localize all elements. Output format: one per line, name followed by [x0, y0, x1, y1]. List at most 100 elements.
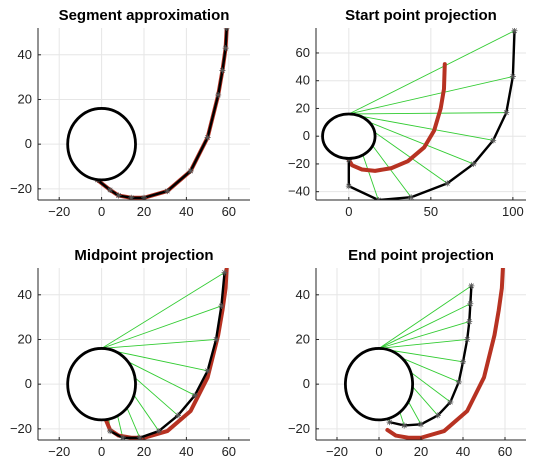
node-marker: [434, 412, 441, 419]
x-tick-label: 20: [414, 444, 428, 459]
reference-curve: [385, 268, 505, 440]
y-tick-label: 0: [303, 376, 310, 391]
x-tick-label: 40: [179, 204, 193, 219]
y-tick-label: 20: [18, 91, 32, 106]
node-marker: [460, 358, 466, 365]
y-tick-label: 40: [18, 47, 32, 62]
node-marker: [155, 428, 162, 435]
approximation-line: [109, 272, 226, 439]
node-marker: [408, 194, 415, 200]
y-tick-label: −20: [288, 156, 310, 171]
y-tick-label: 0: [303, 128, 310, 143]
node-marker: [468, 282, 475, 289]
x-tick-label: −20: [48, 204, 70, 219]
projection-ray: [348, 112, 507, 115]
projection-ray: [378, 321, 470, 349]
projection-ray: [101, 339, 217, 349]
x-tick-label: 100: [502, 204, 524, 219]
node-marker: [215, 92, 222, 99]
plot-area: [66, 268, 229, 440]
node-marker: [128, 194, 135, 200]
x-tick-label: 0: [345, 204, 352, 219]
x-tick-label: 60: [222, 204, 236, 219]
chart-title: Segment approximation: [59, 7, 230, 24]
projection-ray: [378, 339, 468, 349]
y-tick-label: −40: [288, 184, 310, 199]
node-marker: [223, 28, 230, 31]
circle-obstacle: [66, 107, 137, 182]
x-tick-label: 0: [98, 444, 105, 459]
chart-title: End point projection: [348, 247, 494, 264]
node-marker: [107, 428, 114, 435]
node-marker: [511, 28, 518, 34]
node-marker: [455, 378, 462, 385]
node-marker: [444, 180, 451, 187]
plot-area: [343, 268, 505, 440]
node-marker: [191, 392, 198, 399]
x-tick-label: 20: [137, 204, 151, 219]
y-tick-label: 0: [25, 376, 32, 391]
node-marker: [470, 160, 477, 167]
node-marker: [136, 434, 143, 440]
node-marker: [115, 192, 122, 199]
projection-ray: [348, 30, 515, 115]
node-marker: [219, 67, 226, 74]
reference-curve: [346, 62, 447, 173]
node-marker: [466, 318, 473, 325]
node-marker: [107, 186, 114, 193]
x-tick-label: 60: [498, 444, 512, 459]
projection-ray: [348, 113, 494, 141]
x-tick-label: −20: [326, 444, 348, 459]
projection-ray: [348, 76, 513, 115]
node-marker: [447, 399, 454, 406]
chart-panel: Midpoint projection −20 0 20 40 60 −20 0 20 40: [10, 247, 250, 459]
circle-obstacle: [66, 347, 137, 422]
y-tick-label: 40: [296, 73, 310, 88]
node-marker: [345, 183, 352, 190]
y-tick-label: 20: [296, 331, 310, 346]
chart-panel: End point projection −20 0 20 40 60 −20 0 20 40: [288, 247, 526, 459]
x-tick-label: 60: [222, 444, 236, 459]
node-marker: [221, 269, 228, 276]
chart-panel: Start point projection 0 50 100 −40 −20 0 20 40 6…: [288, 7, 526, 219]
y-tick-label: 40: [18, 287, 32, 302]
y-tick-label: 0: [25, 136, 32, 151]
plot-area: [66, 28, 230, 200]
node-marker: [119, 434, 126, 440]
y-tick-label: 40: [296, 287, 310, 302]
node-marker: [164, 188, 171, 195]
node-marker: [503, 109, 510, 116]
circle-obstacle: [321, 112, 377, 160]
node-marker: [418, 421, 424, 428]
node-marker: [187, 167, 194, 174]
node-marker: [401, 422, 408, 429]
projection-ray: [101, 305, 222, 349]
x-tick-label: 40: [179, 444, 193, 459]
node-marker: [386, 419, 393, 426]
x-tick-label: 40: [456, 444, 470, 459]
y-tick-label: −20: [10, 181, 32, 196]
plot-area: [321, 28, 518, 200]
node-marker: [213, 336, 220, 343]
projection-ray: [378, 285, 472, 349]
x-tick-label: 0: [375, 444, 382, 459]
x-tick-label: −20: [48, 444, 70, 459]
chart-panel: Segment approximation −20 0 20 40 60 −20 0 20 40: [10, 7, 250, 219]
y-tick-label: 60: [296, 45, 310, 60]
projection-ray: [101, 272, 225, 349]
node-marker: [204, 367, 211, 374]
node-marker: [218, 302, 225, 309]
y-tick-label: 20: [18, 331, 32, 346]
x-tick-label: 20: [137, 444, 151, 459]
node-marker: [464, 336, 471, 343]
y-tick-label: −20: [10, 421, 32, 436]
node-marker: [174, 412, 181, 419]
projection-ray: [378, 303, 471, 349]
circle-obstacle: [343, 347, 414, 422]
approximation-line: [347, 30, 516, 200]
chart-title: Midpoint projection: [74, 247, 213, 264]
x-tick-label: 0: [98, 204, 105, 219]
node-marker: [204, 134, 211, 141]
y-tick-label: 20: [296, 100, 310, 115]
